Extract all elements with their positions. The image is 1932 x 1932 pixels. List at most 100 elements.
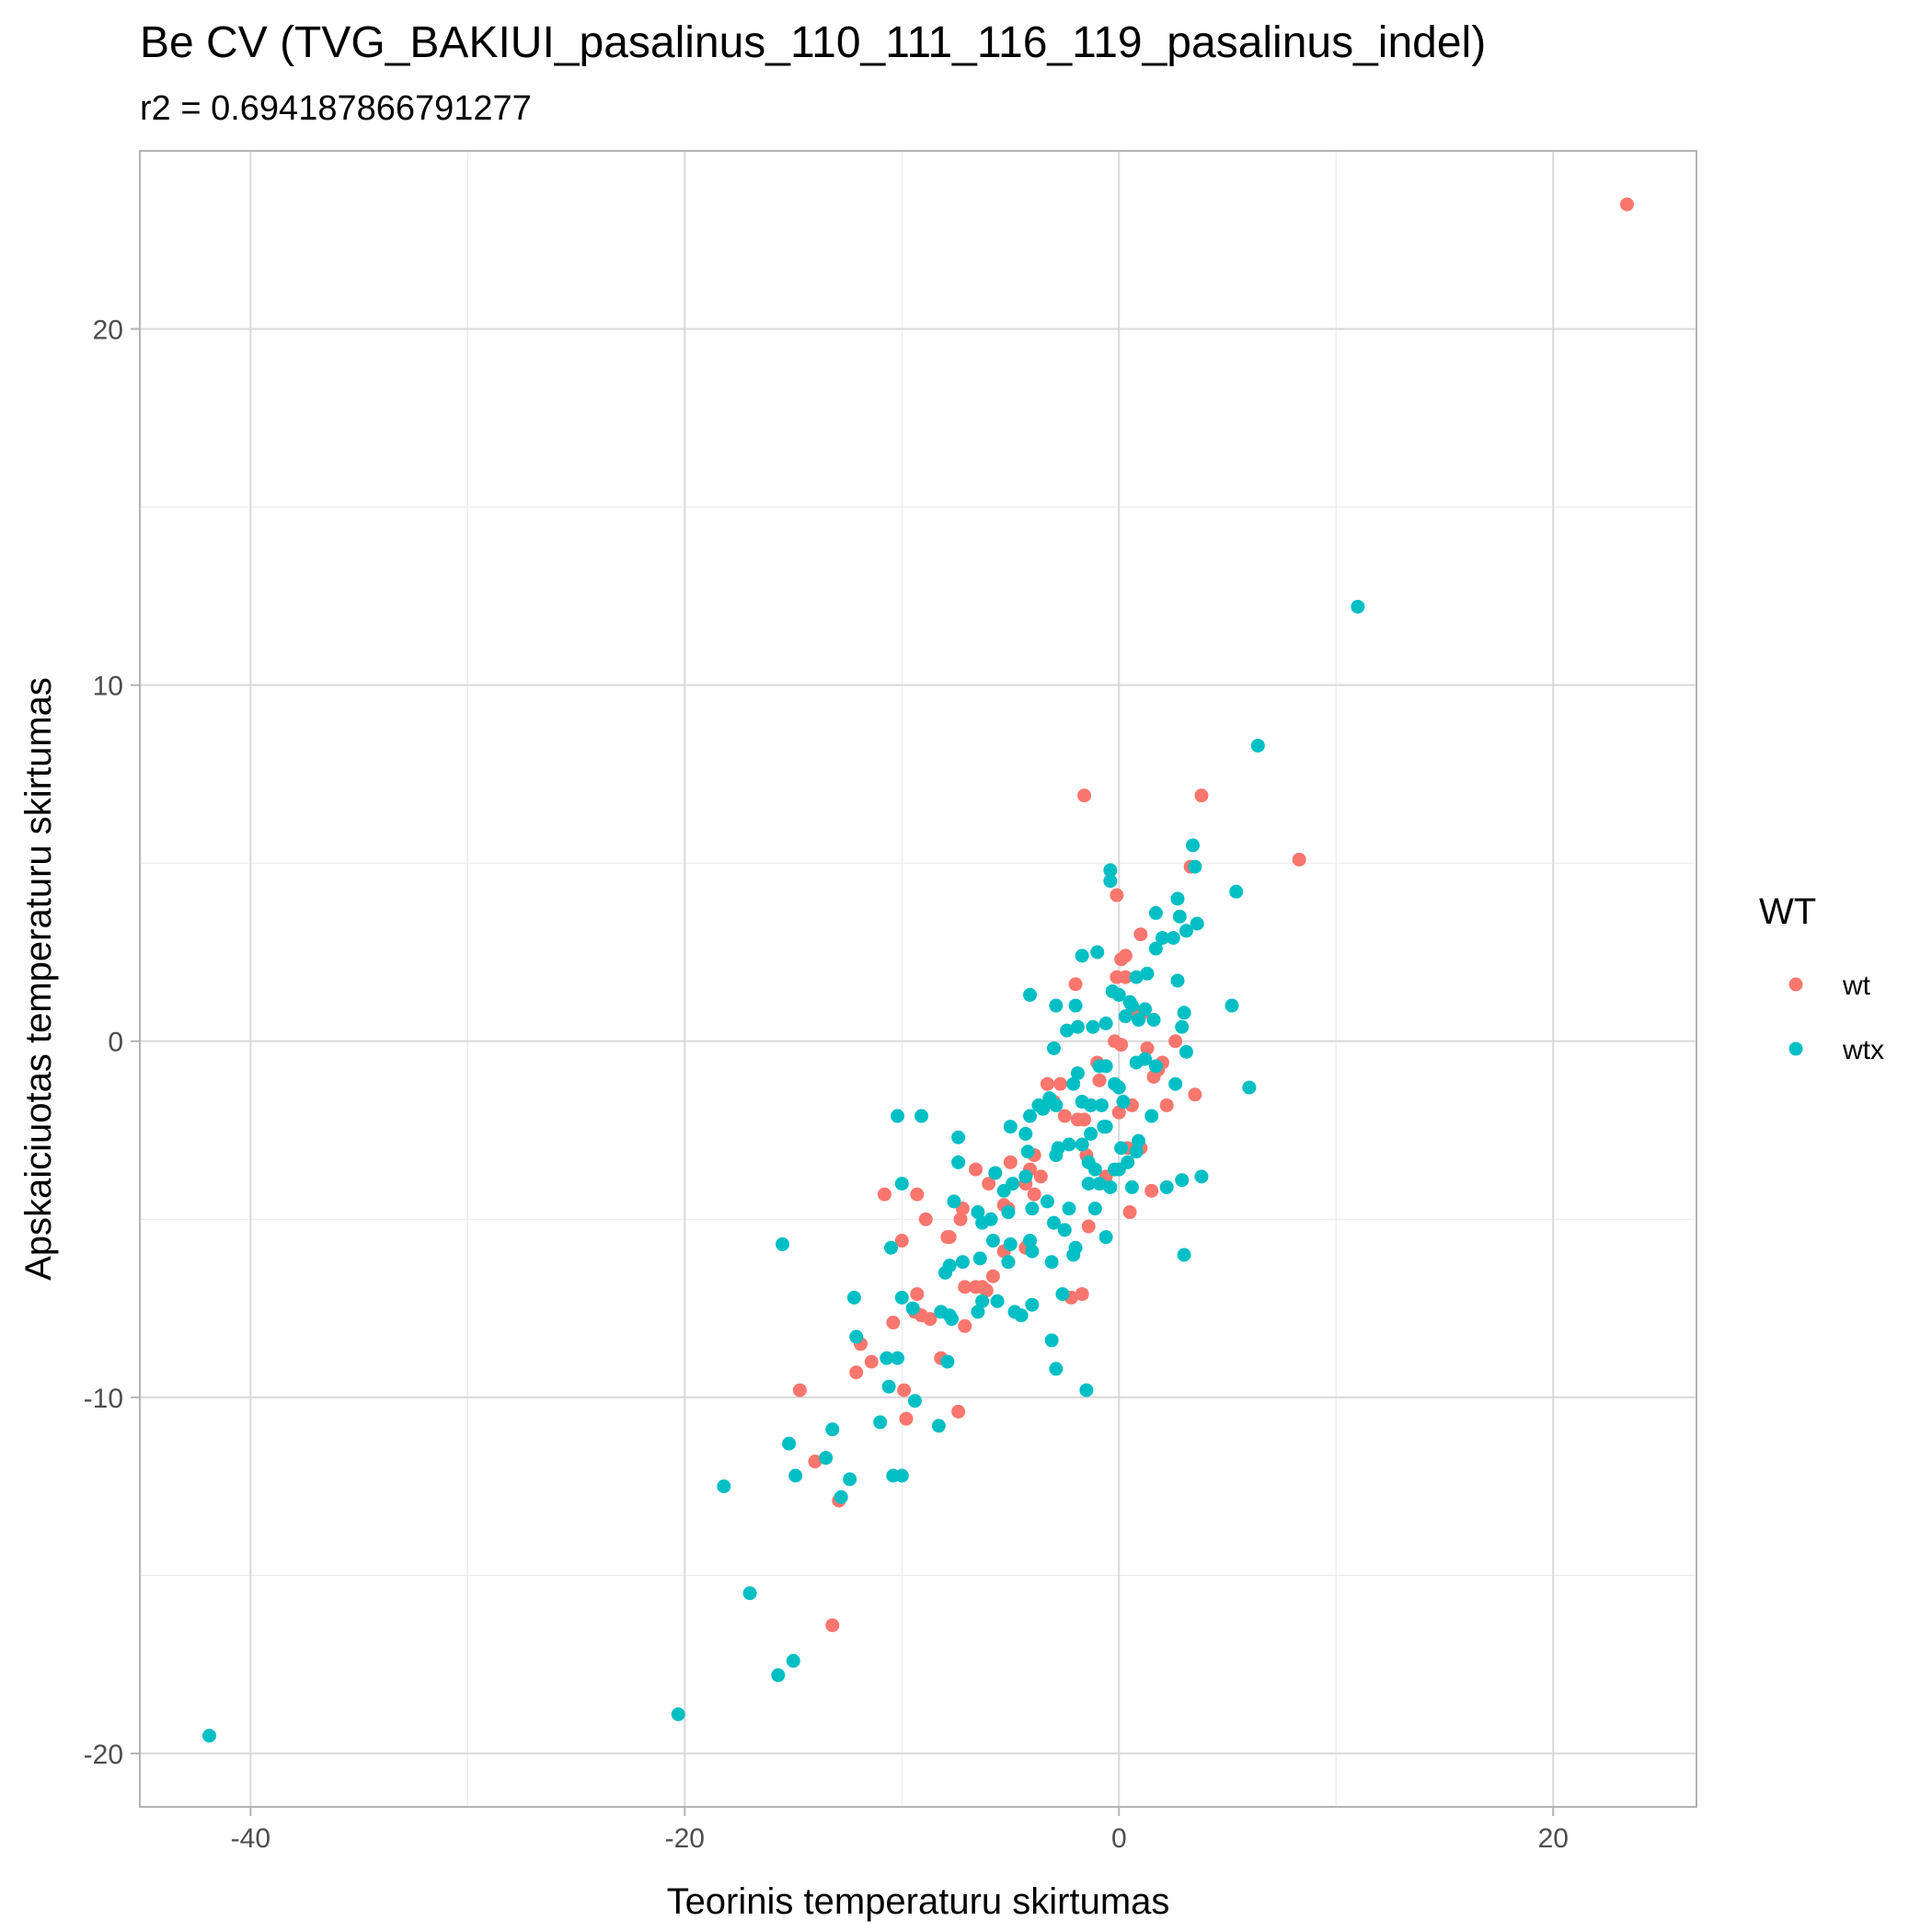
point-wtx-134 (1166, 930, 1180, 945)
point-wt-31 (1057, 1109, 1072, 1123)
point-wtx-146 (1186, 838, 1201, 853)
y-tick-label-3: 10 (93, 672, 123, 702)
point-wtx-123 (1105, 984, 1120, 999)
point-wt-24 (1053, 1076, 1068, 1091)
point-wt-67 (1075, 1287, 1089, 1302)
point-wtx-105 (1060, 1023, 1075, 1038)
plot-border (139, 150, 1697, 1808)
point-wt-8 (1114, 952, 1129, 967)
point-wtx-116 (1098, 1059, 1113, 1074)
point-wtx-67 (1018, 1169, 1033, 1184)
point-wtx-74 (1194, 1169, 1209, 1184)
point-wtx-132 (1175, 1019, 1190, 1034)
point-wtx-145 (1103, 863, 1118, 878)
point-wt-21 (1146, 1069, 1161, 1084)
point-wtx-119 (1138, 1002, 1153, 1017)
point-wtx-149 (1250, 738, 1265, 753)
x-tick-label-1: -20 (665, 1823, 705, 1854)
point-wtx-64 (776, 1236, 790, 1251)
point-wt-82 (808, 1455, 822, 1469)
point-wtx-131 (1177, 1006, 1191, 1020)
point-wt-76 (864, 1354, 879, 1369)
point-wtx-150 (1225, 998, 1239, 1013)
point-wtx-29 (905, 1301, 920, 1316)
point-wt-45 (1144, 1183, 1159, 1198)
point-wtx-4 (742, 1586, 757, 1601)
point-wtx-139 (1170, 891, 1185, 906)
point-wtx-92 (891, 1109, 905, 1123)
point-wtx-110 (1111, 1080, 1126, 1095)
point-wtx-85 (1114, 1141, 1129, 1156)
point-wtx-22 (1049, 1362, 1064, 1376)
point-wtx-101 (1116, 1095, 1131, 1110)
point-wtx-24 (1044, 1333, 1059, 1348)
point-wtx-106 (1070, 1019, 1085, 1034)
point-wtx-152 (1177, 1248, 1191, 1262)
point-wtx-25 (846, 1290, 861, 1305)
point-wt-72 (886, 1316, 901, 1330)
point-wtx-41 (972, 1251, 987, 1266)
point-wtx-55 (1057, 1223, 1072, 1237)
point-wtx-78 (951, 1155, 966, 1169)
point-wtx-100 (1094, 1098, 1109, 1112)
point-wtx-40 (942, 1259, 957, 1273)
point-wt-77 (849, 1365, 864, 1380)
point-wt-65 (979, 1283, 994, 1298)
chart-title: Be CV (TVG_BAKIUI_pasalinus_110_111_116_… (140, 18, 1486, 67)
point-wtx-46 (1025, 1244, 1040, 1259)
point-wtx-62 (1087, 1202, 1102, 1216)
series-wtx (202, 599, 1365, 1743)
point-wtx-147 (1188, 859, 1202, 874)
point-wtx-130 (1170, 973, 1185, 988)
point-wt-19 (1168, 1034, 1183, 1049)
point-wt-78 (792, 1383, 807, 1397)
point-wtx-3 (786, 1653, 800, 1668)
point-wtx-6 (834, 1489, 848, 1504)
point-wt-11 (1110, 970, 1124, 984)
point-wtx-36 (1025, 1297, 1040, 1312)
point-wtx-60 (1040, 1194, 1054, 1209)
chart-subtitle: r2 = 0.694187866791277 (140, 89, 532, 128)
point-wtx-136 (1172, 909, 1187, 924)
point-wt-39 (1003, 1155, 1018, 1169)
point-wt-0 (1619, 197, 1634, 212)
point-wtx-53 (983, 1212, 998, 1226)
legend-key-wt (1788, 977, 1803, 992)
point-wtx-7 (843, 1472, 857, 1487)
point-wtx-142 (1090, 945, 1105, 960)
y-tick-label-2: 0 (108, 1028, 123, 1058)
legend-label-wt: wt (1842, 971, 1871, 1001)
point-wtx-115 (1070, 1066, 1085, 1081)
point-wtx-17 (881, 1379, 896, 1394)
point-wt-42 (1027, 1187, 1041, 1202)
point-wtx-37 (1055, 1287, 1070, 1302)
point-wt-44 (982, 1177, 996, 1191)
legend-label-wtx: wtx (1842, 1035, 1884, 1065)
point-wtx-127 (1098, 1016, 1113, 1030)
point-wtx-11 (819, 1451, 834, 1466)
point-wt-2 (1194, 788, 1209, 803)
legend: WT wt wtx (1759, 891, 1884, 1065)
point-wtx-154 (1097, 1120, 1111, 1134)
point-wtx-1 (671, 1707, 685, 1721)
point-wtx-156 (1148, 1059, 1163, 1074)
legend-title: WT (1759, 891, 1816, 932)
point-wtx-58 (1001, 1205, 1016, 1220)
point-wt-1 (1292, 852, 1306, 867)
point-wtx-38 (955, 1255, 970, 1270)
point-wtx-57 (971, 1205, 985, 1220)
point-wt-3 (1077, 788, 1092, 803)
point-wtx-26 (894, 1290, 909, 1305)
point-wt-43 (969, 1162, 983, 1177)
point-wtx-128 (1129, 970, 1144, 984)
point-wtx-107 (1086, 1019, 1100, 1034)
point-wtx-31 (975, 1294, 990, 1308)
point-wt-73 (958, 1318, 972, 1333)
point-wt-66 (910, 1287, 925, 1302)
point-wtx-30 (945, 1312, 960, 1327)
point-wt-79 (897, 1383, 912, 1397)
point-wtx-47 (1003, 1236, 1018, 1251)
point-wtx-79 (988, 1166, 1003, 1180)
point-wtx-89 (1003, 1120, 1018, 1134)
point-wtx-83 (1129, 1144, 1144, 1159)
